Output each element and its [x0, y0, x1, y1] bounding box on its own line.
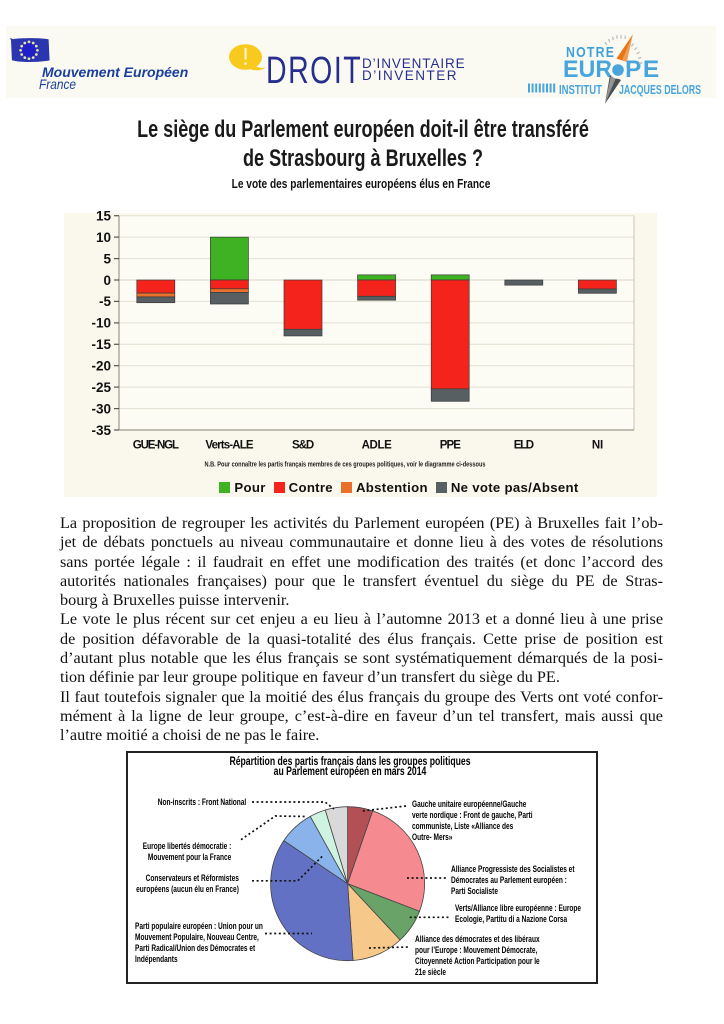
svg-text:ADLE: ADLE	[362, 440, 393, 452]
svg-text:GUE-NGL: GUE-NGL	[133, 440, 179, 452]
svg-text:-20: -20	[91, 359, 111, 374]
svg-text:10: 10	[96, 230, 111, 245]
svg-text:-10: -10	[91, 316, 111, 331]
svg-text:Verts-ALE: Verts-ALE	[205, 440, 254, 452]
svg-text:PPE: PPE	[440, 440, 462, 452]
svg-text:NI: NI	[592, 440, 603, 452]
svg-text:N.B. Pour connaître les partis: N.B. Pour connaître les partis français …	[205, 460, 486, 469]
svg-text:0: 0	[103, 273, 111, 288]
svg-text:-30: -30	[91, 401, 111, 416]
svg-text:-35: -35	[91, 423, 111, 438]
svg-text:-15: -15	[91, 337, 111, 352]
svg-text:5: 5	[103, 251, 111, 266]
svg-text:S&D: S&D	[292, 440, 314, 452]
svg-text:-5: -5	[99, 294, 111, 309]
svg-text:-25: -25	[91, 380, 111, 395]
svg-text:15: 15	[96, 209, 112, 224]
svg-text:ELD: ELD	[514, 440, 534, 452]
